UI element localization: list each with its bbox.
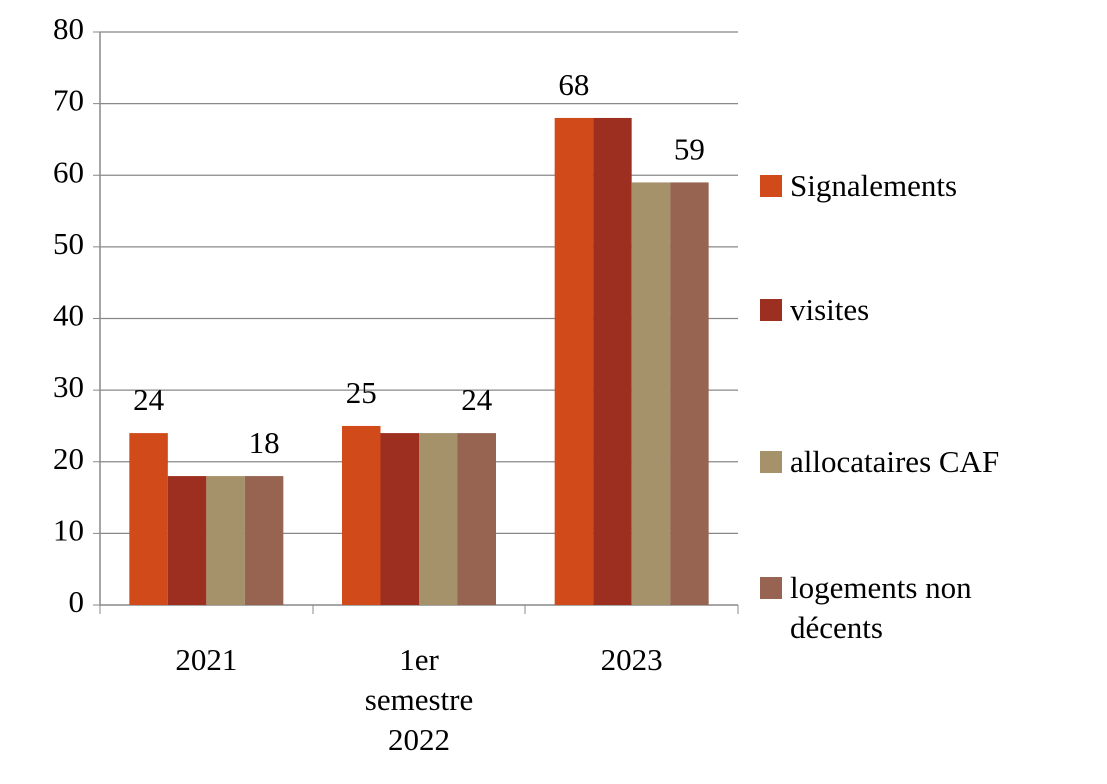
- data-label: 24: [133, 382, 165, 417]
- data-label: 68: [558, 67, 589, 102]
- data-label: 24: [461, 382, 493, 417]
- legend-label: Signalements: [790, 168, 958, 203]
- bar: [593, 117, 632, 605]
- y-tick-label: 30: [53, 369, 84, 404]
- bar: [206, 476, 245, 605]
- y-tick-label: 50: [53, 226, 84, 261]
- legend-swatch: [760, 577, 782, 599]
- x-tick-label: 1er semestre 2022: [364, 642, 474, 757]
- y-tick-label: 70: [53, 83, 84, 118]
- legend-item: visites: [760, 290, 1100, 330]
- bar: [670, 182, 709, 605]
- y-tick-label: 60: [53, 154, 84, 189]
- data-label: 18: [249, 425, 280, 460]
- x-tick-label: 2023: [600, 642, 663, 677]
- y-tick-label: 10: [53, 512, 84, 547]
- legend-swatch: [760, 175, 782, 197]
- bar: [244, 476, 284, 605]
- bar: [631, 182, 671, 605]
- x-tick-label: 2021: [175, 642, 238, 677]
- data-label: 59: [674, 132, 705, 167]
- bar: [457, 433, 496, 605]
- legend-label: logements non décents: [790, 570, 972, 645]
- data-label: 25: [346, 375, 377, 410]
- legend-item: logements non décents: [760, 568, 1100, 648]
- legend-label: visites: [790, 292, 870, 327]
- bar: [380, 433, 419, 605]
- bar: [342, 425, 381, 605]
- legend-item: Signalements: [760, 166, 1100, 206]
- y-tick-label: 20: [53, 441, 84, 476]
- bar: [167, 476, 207, 605]
- bar: [554, 117, 594, 605]
- y-tick-label: 40: [53, 298, 84, 333]
- bar: [129, 433, 168, 605]
- bar: [419, 433, 458, 605]
- legend-label: allocataires CAF: [790, 444, 1000, 479]
- y-tick-label: 0: [69, 584, 85, 619]
- legend-swatch: [760, 299, 782, 321]
- y-tick-label: 80: [53, 11, 84, 46]
- legend-swatch: [760, 451, 782, 473]
- legend-item: allocataires CAF: [760, 442, 1100, 482]
